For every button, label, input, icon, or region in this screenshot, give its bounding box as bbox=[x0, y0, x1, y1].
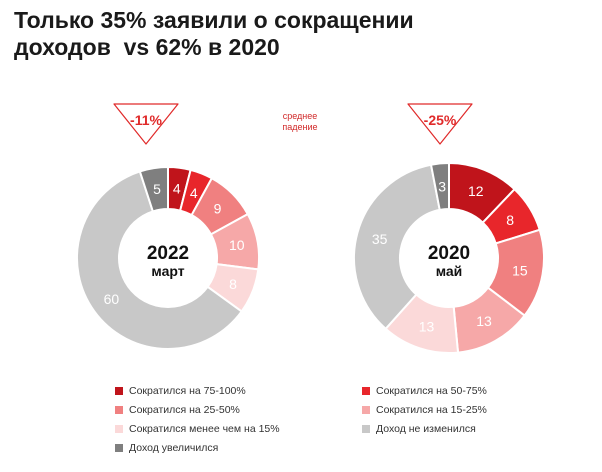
legend-item-5: Сократился менее чем на 15% bbox=[115, 423, 280, 435]
legend-item-1: Сократился на 75-100% bbox=[115, 385, 246, 397]
legend-swatch bbox=[115, 444, 123, 452]
center-year-1: 2022 bbox=[147, 243, 189, 264]
slice-label-1-1: 4 bbox=[173, 181, 181, 197]
title-line-1: Только 35% заявили о сокращении bbox=[14, 7, 414, 33]
slice-label-2-2: 8 bbox=[506, 212, 514, 228]
legend-label: Доход не изменился bbox=[376, 423, 476, 435]
legend-swatch bbox=[362, 387, 370, 395]
note-line-1: среднее bbox=[282, 111, 318, 121]
legend-item-4: Сократился на 15-25% bbox=[362, 404, 487, 416]
slice-label-2-1: 12 bbox=[468, 183, 484, 199]
legend-item-6: Доход не изменился bbox=[362, 423, 476, 435]
legend-label: Доход увеличился bbox=[129, 442, 219, 454]
center-month-2: май bbox=[436, 263, 463, 279]
legend-swatch bbox=[115, 425, 123, 433]
slice-2-7 bbox=[429, 161, 450, 212]
drop-triangle-2 bbox=[407, 103, 473, 145]
legend-item-7: Доход увеличился bbox=[115, 442, 218, 454]
drop-label-1: -11% bbox=[130, 112, 162, 128]
slice-label-2-4: 13 bbox=[476, 313, 492, 329]
slice-label-1-4: 10 bbox=[229, 237, 245, 253]
note-line-2: падение bbox=[282, 122, 318, 132]
title-line-2: доходов vs 62% в 2020 bbox=[14, 34, 280, 60]
slice-label-1-7: 5 bbox=[153, 181, 161, 197]
slice-2-6 bbox=[353, 163, 441, 331]
average-drop-note: среднее падение bbox=[268, 111, 332, 133]
center-month-1: март bbox=[151, 263, 184, 279]
slice-label-2-5: 13 bbox=[419, 318, 435, 334]
legend-item-3: Сократился на 25-50% bbox=[115, 404, 240, 416]
legend-label: Сократился на 15-25% bbox=[376, 404, 487, 416]
page-title: Только 35% заявили о сокращении доходов … bbox=[14, 7, 414, 61]
slice-label-2-3: 15 bbox=[512, 263, 528, 279]
center-year-2: 2020 bbox=[428, 243, 470, 264]
slice-label-1-3: 9 bbox=[214, 201, 222, 217]
slice-label-2-6: 35 bbox=[372, 231, 388, 247]
legend-item-2: Сократился на 50-75% bbox=[362, 385, 487, 397]
legend-label: Сократился на 25-50% bbox=[129, 404, 240, 416]
legend-swatch bbox=[115, 387, 123, 395]
legend-label: Сократился на 50-75% bbox=[376, 385, 487, 397]
legend-label: Сократился на 75-100% bbox=[129, 385, 246, 397]
drop-label-2: -25% bbox=[424, 112, 457, 128]
slice-label-1-2: 4 bbox=[190, 185, 198, 201]
slice-1-6 bbox=[76, 170, 244, 350]
legend-label: Сократился менее чем на 15% bbox=[129, 423, 280, 435]
slice-label-1-5: 8 bbox=[229, 276, 237, 292]
legend-swatch bbox=[362, 425, 370, 433]
legend-swatch bbox=[362, 406, 370, 414]
slice-1-7 bbox=[138, 165, 169, 213]
drop-triangle-1 bbox=[113, 103, 179, 145]
slice-label-2-7: 3 bbox=[438, 178, 446, 194]
slice-label-1-6: 60 bbox=[104, 291, 120, 307]
legend-swatch bbox=[115, 406, 123, 414]
